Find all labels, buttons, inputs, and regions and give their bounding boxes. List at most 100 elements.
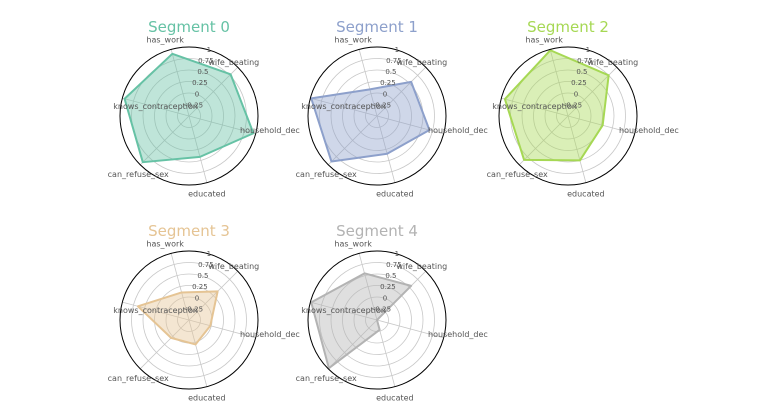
grid-ring <box>319 262 435 378</box>
axis-spoke <box>358 253 378 321</box>
axis-spoke <box>188 115 208 183</box>
radial-tick-label: 1 <box>207 46 211 54</box>
radial-tick-label: 0.75 <box>577 57 593 65</box>
grid-ring <box>342 81 412 151</box>
series-area <box>310 272 413 370</box>
outer-ring <box>119 46 259 186</box>
radar-panel: Segment 1 -0.25 0 0.25 0.5 0.75 1 household_dec… <box>296 18 488 199</box>
grid-ring <box>330 273 424 367</box>
radial-tick-label: 0.5 <box>576 68 587 76</box>
radial-tick-label: 1 <box>395 250 399 258</box>
grid-ring <box>165 92 213 140</box>
series-area <box>310 80 431 163</box>
panel-title: Segment 0 <box>148 18 230 36</box>
radial-tick-label: 0 <box>383 90 387 98</box>
grid-ring <box>319 58 435 174</box>
axis-spoke <box>518 115 569 166</box>
axis-spoke <box>188 66 239 117</box>
axis-spoke <box>170 49 190 117</box>
axis-label: household_dec <box>619 126 679 135</box>
axis-spoke <box>549 49 569 117</box>
radial-tick-label: -0.25 <box>185 101 203 109</box>
axis-label: knows_contraception <box>301 306 386 315</box>
axis-label: can_refuse_sex <box>108 374 169 383</box>
axis-label: knows_contraception <box>113 102 198 111</box>
radial-tick-label: 0.5 <box>197 68 208 76</box>
grid-ring <box>544 92 592 140</box>
axis-spoke <box>567 115 635 135</box>
axis-spoke <box>310 97 378 117</box>
axis-spoke <box>139 115 190 166</box>
axis-spoke <box>139 319 190 370</box>
outer-ring <box>498 46 638 186</box>
radial-tick-label: 1 <box>207 250 211 258</box>
radial-tick-label: 0 <box>383 294 387 302</box>
radial-tick-label: 0 <box>195 90 199 98</box>
axis-spoke <box>188 270 239 321</box>
grid-ring <box>342 285 412 355</box>
radial-tick-label: 0.25 <box>380 283 396 291</box>
radial-tick-label: 0.75 <box>198 261 214 269</box>
axis-spoke <box>327 115 378 166</box>
axis-spoke <box>188 115 256 135</box>
radial-tick-label: 0.5 <box>385 68 396 76</box>
grid-ring <box>154 285 224 355</box>
grid-ring <box>353 92 401 140</box>
outer-ring <box>307 250 447 390</box>
axis-label: educated <box>567 190 605 199</box>
axis-label: has_work <box>334 239 372 248</box>
radial-tick-label: 0 <box>574 90 578 98</box>
axis-spoke <box>170 253 190 321</box>
axis-label: wife_beating <box>396 58 447 67</box>
grid-ring <box>556 104 580 128</box>
grid-ring <box>131 262 247 378</box>
outer-ring <box>119 250 259 390</box>
grid-ring <box>154 81 224 151</box>
radial-tick-label: -0.25 <box>564 101 582 109</box>
grid-ring <box>142 69 236 163</box>
axis-label: wife_beating <box>396 262 447 271</box>
axis-label: can_refuse_sex <box>487 170 548 179</box>
axis-label: household_dec <box>428 330 488 339</box>
axis-label: has_work <box>146 35 184 44</box>
radial-tick-label: 0.25 <box>380 79 396 87</box>
axis-spoke <box>567 115 587 183</box>
axis-label: household_dec <box>240 330 300 339</box>
axis-spoke <box>376 319 444 339</box>
axis-spoke <box>310 301 378 321</box>
grid-ring <box>177 308 201 332</box>
axis-spoke <box>327 319 378 370</box>
axis-label: educated <box>376 190 414 199</box>
radar-panel: Segment 3 -0.25 0 0.25 0.5 0.75 1 household_dec… <box>108 222 300 403</box>
axis-label: wife_beating <box>208 262 259 271</box>
radial-tick-label: 0.25 <box>192 283 208 291</box>
series-area <box>136 290 219 346</box>
grid-ring <box>330 69 424 163</box>
axis-spoke <box>376 115 444 135</box>
radar-panel: Segment 4 -0.25 0 0.25 0.5 0.75 1 household_dec… <box>296 222 488 403</box>
panel-title: Segment 1 <box>336 18 418 36</box>
radial-tick-label: 0 <box>195 294 199 302</box>
axis-spoke <box>188 319 208 387</box>
grid-ring <box>521 69 615 163</box>
radial-tick-label: 0.75 <box>198 57 214 65</box>
radial-tick-label: 0.75 <box>386 57 402 65</box>
axis-label: household_dec <box>240 126 300 135</box>
radial-tick-label: 0.5 <box>197 272 208 280</box>
grid-ring <box>142 273 236 367</box>
axis-label: educated <box>188 394 226 403</box>
axis-label: can_refuse_sex <box>296 170 357 179</box>
radial-tick-label: 1 <box>586 46 590 54</box>
series-area <box>503 49 610 162</box>
axis-label: wife_beating <box>208 58 259 67</box>
panel-title: Segment 2 <box>527 18 609 36</box>
radial-tick-label: 0.25 <box>192 79 208 87</box>
axis-spoke <box>376 115 396 183</box>
axis-label: knows_contraception <box>492 102 577 111</box>
radial-tick-label: -0.25 <box>185 305 203 313</box>
radial-tick-label: 1 <box>395 46 399 54</box>
axis-spoke <box>376 66 427 117</box>
panel-title: Segment 3 <box>148 222 230 240</box>
axis-label: educated <box>188 190 226 199</box>
